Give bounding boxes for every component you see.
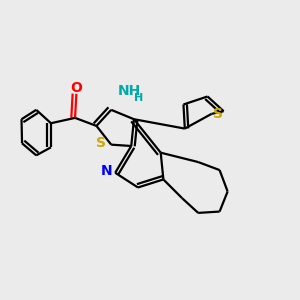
Text: O: O: [70, 81, 82, 95]
Text: S: S: [96, 136, 106, 150]
Text: H: H: [134, 93, 143, 103]
Text: N: N: [101, 164, 112, 178]
Text: S: S: [213, 107, 223, 121]
Text: NH: NH: [118, 84, 141, 98]
